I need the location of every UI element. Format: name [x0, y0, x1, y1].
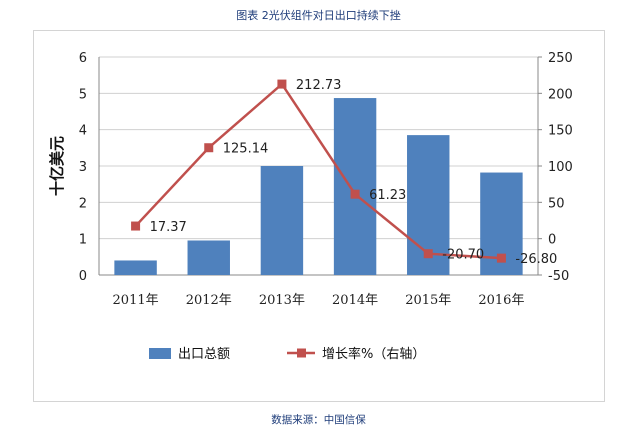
bar-exports	[114, 260, 157, 275]
y-axis-title: 十亿美元	[48, 136, 66, 196]
legend-line-marker	[297, 348, 306, 358]
growth-rate-marker	[131, 221, 141, 231]
growth-rate-marker	[423, 249, 433, 259]
y2-tick-label: 250	[548, 51, 573, 66]
growth-rate-marker	[277, 79, 287, 89]
growth-rate-data-label: -26.80	[515, 252, 557, 267]
legend-bar-label: 出口总额	[178, 347, 230, 362]
y2-tick-label: 0	[548, 233, 556, 248]
legend-line-label: 增长率%（右轴）	[322, 346, 425, 362]
growth-rate-data-label: 61.23	[369, 188, 406, 203]
source-note: 数据来源：中国信保	[271, 414, 366, 426]
growth-rate-data-label: 212.73	[296, 78, 342, 93]
growth-rate-data-label: -20.70	[442, 248, 484, 263]
x-tick-label: 2011年	[113, 293, 159, 308]
y2-tick-label: -50	[548, 269, 569, 284]
x-tick-label: 2013年	[259, 293, 305, 308]
y2-tick-label: 200	[548, 87, 573, 102]
y-tick-label: 0	[79, 269, 87, 284]
growth-rate-marker	[204, 143, 214, 153]
y-tick-label: 3	[79, 160, 87, 175]
bar-exports	[187, 240, 230, 275]
growth-rate-marker	[350, 189, 360, 199]
legend-bar-swatch	[149, 348, 171, 359]
bar-exports	[260, 166, 304, 275]
y-tick-label: 1	[79, 233, 87, 248]
growth-rate-data-label: 125.14	[223, 142, 269, 157]
y-tick-label: 2	[79, 196, 87, 211]
y2-tick-label: 150	[548, 124, 573, 139]
y-tick-label: 5	[79, 87, 87, 102]
y2-tick-label: 100	[548, 160, 573, 175]
x-tick-label: 2012年	[186, 293, 232, 308]
growth-rate-line	[134, 82, 502, 260]
chart-title: 图表 2光伏组件对日出口持续下挫	[236, 9, 401, 22]
bar-exports	[333, 98, 377, 275]
growth-rate-data-label: 17.37	[150, 220, 187, 235]
y-tick-label: 4	[79, 124, 87, 139]
y-tick-label: 6	[79, 51, 87, 66]
growth-rate-marker	[496, 253, 506, 263]
y2-tick-label: 50	[548, 196, 565, 211]
x-tick-label: 2015年	[405, 293, 451, 308]
x-tick-label: 2016年	[478, 293, 524, 308]
x-tick-label: 2014年	[332, 293, 378, 308]
